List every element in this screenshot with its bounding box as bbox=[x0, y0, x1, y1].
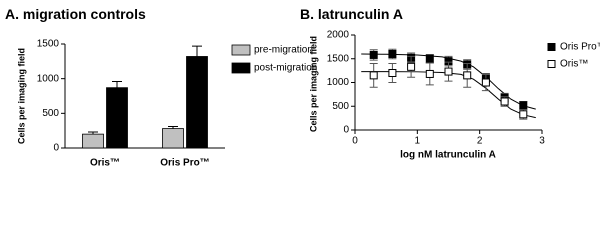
chart-title: B. latrunculin A bbox=[300, 6, 403, 22]
bar bbox=[186, 56, 208, 149]
marker bbox=[500, 97, 509, 106]
y-axis-label: Cells per imaging field bbox=[16, 48, 26, 144]
bar bbox=[82, 133, 104, 149]
figure: A. migration controls B. latrunculin A C… bbox=[5, 6, 600, 169]
marker bbox=[519, 101, 528, 110]
y-tick-label: 1000 bbox=[327, 77, 350, 88]
marker bbox=[444, 67, 453, 76]
marker bbox=[425, 69, 434, 78]
x-tick-label: Oris Pro™ bbox=[160, 158, 209, 169]
x-axis-label: log nM latrunculin A bbox=[400, 150, 496, 161]
error-bar bbox=[192, 45, 202, 57]
marker bbox=[463, 71, 472, 80]
y-axis-label: Cells per imaging field bbox=[308, 36, 318, 132]
marker bbox=[407, 62, 416, 71]
legend-swatch bbox=[231, 44, 251, 56]
marker bbox=[519, 110, 528, 119]
y-tick-label: 500 bbox=[42, 108, 59, 119]
error-bar bbox=[168, 126, 178, 129]
legend-marker bbox=[547, 43, 556, 51]
legend-swatch bbox=[231, 62, 251, 74]
y-tick-label: 1500 bbox=[327, 53, 350, 64]
legend-label: Oris Pro™ bbox=[560, 42, 600, 53]
y-tick-label: 500 bbox=[332, 101, 349, 112]
legend-label: pre-migration bbox=[254, 45, 313, 56]
x-tick-label: 0 bbox=[352, 136, 358, 147]
x-tick-label: 1 bbox=[415, 136, 421, 147]
marker bbox=[369, 50, 378, 59]
error-bar bbox=[88, 131, 98, 135]
legend-label: post-migration bbox=[254, 63, 317, 74]
chart-title: A. migration controls bbox=[5, 6, 146, 22]
y-tick-label: 2000 bbox=[327, 30, 350, 41]
marker bbox=[481, 78, 490, 87]
marker bbox=[388, 69, 397, 77]
y-tick-label: 1500 bbox=[37, 39, 60, 50]
y-tick-label: 1000 bbox=[37, 73, 60, 84]
y-tick-label: 0 bbox=[343, 125, 349, 136]
legend-label: Oris™ bbox=[560, 59, 588, 70]
x-tick-label: Oris™ bbox=[90, 158, 120, 169]
x-tick-label: 2 bbox=[477, 136, 483, 147]
legend-marker bbox=[547, 60, 556, 68]
marker bbox=[369, 71, 378, 80]
bar bbox=[106, 87, 128, 149]
fit-curve bbox=[361, 53, 536, 110]
marker bbox=[388, 50, 397, 58]
bar bbox=[162, 128, 184, 149]
error-bar bbox=[112, 80, 122, 88]
marker bbox=[425, 54, 434, 63]
x-tick-label: 3 bbox=[539, 136, 545, 147]
fit-curve bbox=[361, 71, 536, 119]
y-tick-label: 0 bbox=[53, 143, 59, 154]
